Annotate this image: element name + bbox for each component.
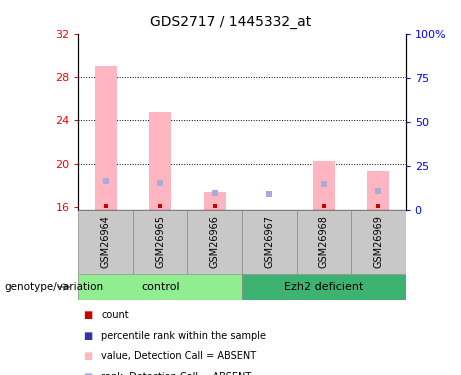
Bar (204, 192, 226, 210)
Text: GDS2717 / 1445332_at: GDS2717 / 1445332_at (150, 15, 311, 29)
Bar (78, 274, 242, 300)
Text: rank, Detection Call = ABSENT: rank, Detection Call = ABSENT (101, 372, 252, 375)
Bar (242, 274, 406, 300)
Text: GSM26967: GSM26967 (264, 215, 274, 268)
Text: genotype/variation: genotype/variation (5, 282, 104, 292)
Bar (313, 161, 335, 210)
Text: value, Detection Call = ABSENT: value, Detection Call = ABSENT (101, 351, 256, 361)
Text: ■: ■ (83, 310, 92, 320)
Bar (149, 112, 171, 210)
Text: ■: ■ (83, 331, 92, 340)
Bar (78, 210, 133, 274)
Bar (188, 210, 242, 274)
Text: control: control (141, 282, 179, 292)
Text: GSM26969: GSM26969 (373, 215, 384, 268)
Bar (133, 210, 188, 274)
Bar (351, 210, 406, 274)
Text: GSM26965: GSM26965 (155, 215, 165, 268)
Text: count: count (101, 310, 129, 320)
Text: ■: ■ (83, 351, 92, 361)
Text: percentile rank within the sample: percentile rank within the sample (101, 331, 266, 340)
Text: ■: ■ (83, 372, 92, 375)
Text: Ezh2 deficient: Ezh2 deficient (284, 282, 364, 292)
Bar (296, 210, 351, 274)
Bar (242, 210, 296, 274)
Text: GSM26964: GSM26964 (100, 215, 111, 268)
Bar (367, 171, 389, 210)
Text: GSM26968: GSM26968 (319, 215, 329, 268)
Bar (95, 66, 117, 210)
Text: GSM26966: GSM26966 (210, 215, 220, 268)
